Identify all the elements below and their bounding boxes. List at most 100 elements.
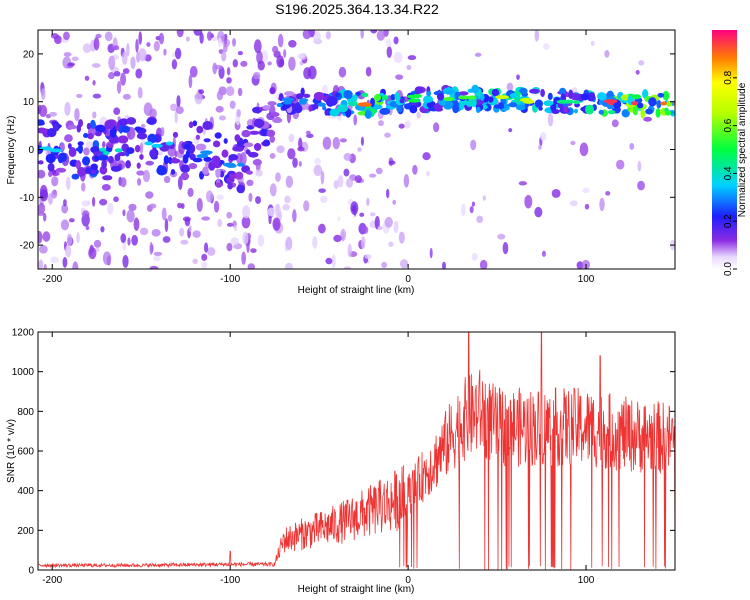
spectrogram-band-cell xyxy=(75,159,82,170)
spectrogram-noise-cell xyxy=(314,157,321,165)
spectrogram-noise-cell xyxy=(375,167,383,175)
spectrogram-noise-cell xyxy=(189,66,198,78)
spectrogram-noise-cell xyxy=(185,36,190,42)
spectrogram-noise-cell xyxy=(429,247,433,259)
spectrogram-noise-cell xyxy=(312,236,318,249)
spectrogram-noise-cell xyxy=(441,261,447,269)
spectrogram-band-cell xyxy=(488,96,494,103)
spectrogram-band-cell xyxy=(540,88,545,98)
spectrogram-y-ticks: -20 -10 0 10 20 xyxy=(20,49,675,252)
spectrogram-noise-cell xyxy=(192,230,201,238)
spectrogram-noise-cell xyxy=(224,34,228,47)
spectrogram-noise-cell xyxy=(284,195,291,204)
spectrogram-noise-cell xyxy=(135,68,143,79)
spectrogram-band-cell xyxy=(136,132,148,140)
spectrogram-noise-cell xyxy=(213,200,220,213)
spectrogram-peak-cell xyxy=(283,100,292,105)
spectrogram-band-cell xyxy=(308,105,313,112)
spectrogram-peak-cell xyxy=(458,95,470,100)
spectrogram-band-cell xyxy=(83,133,89,138)
spectrogram-noise-cell xyxy=(64,101,71,116)
spectrogram-noise-cell xyxy=(151,229,161,237)
spectrogram-noise-cell xyxy=(551,188,561,198)
spectrogram-band-cell xyxy=(645,108,653,115)
spectrogram-noise-cell xyxy=(175,106,184,115)
spectrogram-band-cell xyxy=(195,143,207,151)
spectrogram-noise-cell xyxy=(93,239,102,248)
spectrogram-band-cell xyxy=(48,170,53,178)
spectrogram-noise-cell xyxy=(569,200,578,207)
spectrogram-noise-cell xyxy=(524,194,533,209)
spectrogram-noise-cell xyxy=(385,39,392,48)
spectrogram-noise-cell xyxy=(149,241,153,255)
spectrogram-band-cell xyxy=(38,160,44,165)
spectrogram-noise-cell xyxy=(298,161,302,167)
spectrogram-noise-cell xyxy=(42,231,51,242)
spectrogram-noise-cell xyxy=(61,203,69,214)
spectrogram-noise-cell xyxy=(38,211,45,216)
spectrogram-noise-cell xyxy=(40,88,46,101)
spectrogram-peak-cell xyxy=(631,101,639,106)
spectrogram-band-cell xyxy=(336,104,348,113)
spectrogram-band-cell xyxy=(324,109,329,116)
spectrogram-noise-cell xyxy=(233,225,238,232)
spectrogram-noise-cell xyxy=(176,95,181,108)
colorbar-tick-label: 0.2 xyxy=(723,214,734,228)
spectrogram-noise-cell xyxy=(320,170,325,185)
spectrogram-noise-cell xyxy=(221,51,227,62)
spectrogram-noise-cell xyxy=(474,52,482,57)
spectrogram-band-cell xyxy=(94,131,102,137)
spectrogram-noise-cell xyxy=(333,234,342,243)
snr-x-label: Height of straight line (km) xyxy=(298,584,415,595)
spectrogram-band-cell xyxy=(90,119,96,129)
spectrogram-peak-cell xyxy=(226,163,237,168)
spectrogram-band-cell xyxy=(329,108,340,117)
spectrogram-band-cell xyxy=(101,159,107,169)
spectrogram-band-cell xyxy=(188,163,198,170)
y-tick-label: 0 xyxy=(28,145,34,156)
spectrogram-noise-cell xyxy=(201,216,210,221)
spectrogram-noise-cell xyxy=(479,259,488,269)
spectrogram-band-cell xyxy=(352,94,358,102)
spectrogram-noise-cell xyxy=(232,38,237,47)
spectrogram-x-ticks: -200 -100 0 100 xyxy=(42,30,595,285)
spectrogram-band-cell xyxy=(508,102,518,108)
x-tick-label: -200 xyxy=(42,575,62,586)
spectrogram-noise-cell xyxy=(275,172,281,182)
spectrogram-band-cell xyxy=(269,86,276,95)
spectrogram-noise-cell xyxy=(246,241,250,253)
spectrogram-noise-cell xyxy=(167,214,173,222)
spectrogram-noise-cell xyxy=(120,177,127,188)
spectrogram-band-cell xyxy=(253,118,265,128)
spectrogram-noise-cell xyxy=(196,197,203,212)
spectrogram-noise-cell xyxy=(140,123,146,128)
spectrogram-noise-cell xyxy=(370,212,376,217)
spectrogram-band-cell xyxy=(568,89,574,99)
spectrogram-band-cell xyxy=(261,127,268,136)
spectrogram-noise-cell xyxy=(298,137,303,150)
spectrogram-band-cell xyxy=(426,102,434,108)
spectrogram-noise-cell xyxy=(393,36,399,45)
y-tick-label: -10 xyxy=(20,193,35,204)
spectrogram-noise-cell xyxy=(325,257,333,265)
spectrogram-band-cell xyxy=(234,134,241,142)
spectrogram-band-cell xyxy=(93,151,102,156)
spectrogram-band-cell xyxy=(373,93,382,102)
spectrogram-noise-cell xyxy=(63,31,70,41)
spectrogram-band-cell xyxy=(163,155,170,165)
spectrogram-band-cell xyxy=(607,110,616,115)
spectrogram-noise-cell xyxy=(113,107,121,115)
spectrogram-peak-cell xyxy=(573,100,581,105)
spectrogram-band-cell xyxy=(67,143,72,149)
spectrogram-noise-cell xyxy=(65,244,72,258)
spectrogram-noise-cell xyxy=(508,128,513,133)
spectrogram-peak-cell xyxy=(49,148,63,153)
spectrogram-noise-cell xyxy=(255,196,262,205)
spectrogram-noise-cell xyxy=(242,231,249,245)
spectrogram-noise-cell xyxy=(113,45,120,51)
spectrogram-band-cell xyxy=(379,107,391,115)
spectrogram-band-cell xyxy=(471,84,479,94)
spectrogram-noise-cell xyxy=(272,45,279,54)
spectrogram-band-cell xyxy=(221,149,229,158)
spectrogram-noise-cell xyxy=(38,245,48,254)
